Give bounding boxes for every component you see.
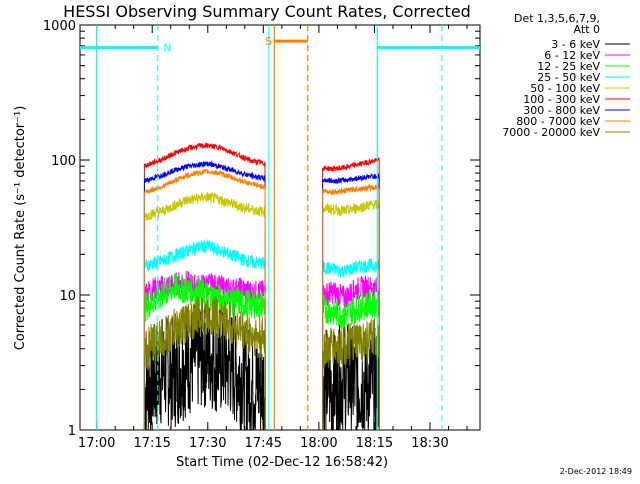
series-line [143, 160, 266, 431]
series-line [143, 191, 266, 431]
x-tick-label: 17:30 [189, 436, 226, 451]
series-line [322, 257, 380, 431]
series-line [143, 272, 266, 431]
plot-area: 17:00 17:15 17:30 17:45 18:00 18:15 18:30 1 10 10… [43, 19, 481, 451]
legend-header: Att 0 [574, 23, 600, 36]
x-tick-label: 18:15 [356, 436, 393, 451]
series-line [322, 172, 380, 431]
series-line [322, 183, 380, 431]
x-tick-label: 17:15 [133, 436, 170, 451]
legend-entry: 25 - 50 keV [537, 71, 600, 84]
series-line [322, 289, 380, 431]
y-tick-label: 1 [68, 424, 76, 439]
legend-entry: 6 - 12 keV [544, 49, 600, 62]
x-tick-label: 18:30 [411, 436, 448, 451]
legend-entry: 300 - 800 keV [523, 104, 600, 117]
legend-entry: 50 - 100 keV [530, 82, 600, 95]
series-line [143, 239, 266, 431]
x-axis-label: Start Time (02-Dec-12 16:58:42) [176, 455, 388, 470]
x-tick-label: 17:00 [78, 436, 115, 451]
series-line [143, 168, 266, 431]
y-tick-label: 1000 [43, 19, 76, 34]
footer-stamp: 2-Dec-2012 18:49 [560, 467, 632, 476]
x-tick-label: 17:45 [245, 436, 282, 451]
night-flag-label: N [163, 42, 171, 55]
saa-flag-label: S [265, 35, 272, 48]
y-tick-label: 100 [51, 154, 76, 169]
legend-entry: 7000 - 20000 keV [502, 126, 600, 139]
legend-entry: 12 - 25 keV [537, 60, 600, 73]
series-line [322, 199, 380, 431]
series-line [143, 292, 266, 431]
legend-entry: 800 - 7000 keV [516, 115, 600, 128]
plot-frame [79, 24, 481, 431]
y-axis-label: Corrected Count Rate (s⁻¹ detector⁻¹) [13, 106, 28, 351]
series-line [322, 156, 380, 431]
chart-title: HESSI Observing Summary Count Rates, Cor… [63, 2, 471, 21]
x-tick-label: 18:00 [300, 436, 337, 451]
series-line [143, 142, 266, 431]
legend-entry: 100 - 300 keV [523, 93, 600, 106]
legend-entry: 3 - 6 keV [551, 38, 600, 51]
series-line [322, 317, 380, 431]
legend-header: Det 1,3,5,6,7,9, [514, 12, 600, 25]
y-tick-label: 10 [59, 289, 76, 304]
